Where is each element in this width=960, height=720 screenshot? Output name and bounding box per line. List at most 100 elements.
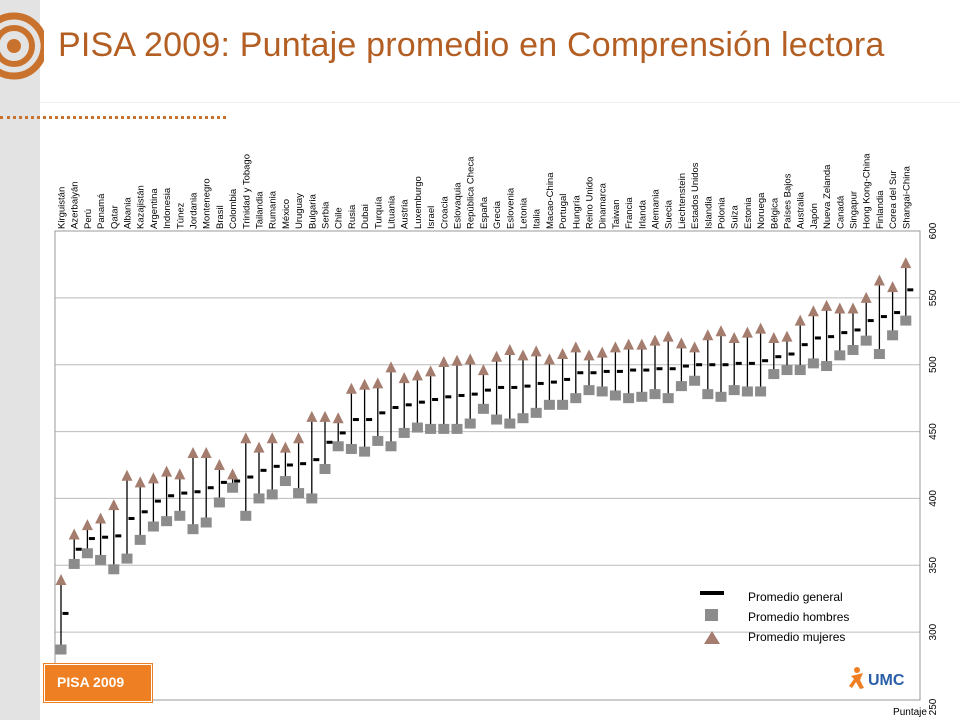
mean-marker [88, 537, 95, 541]
women-marker [293, 432, 305, 444]
plot-frame [54, 230, 921, 701]
country-label: Turquía [373, 196, 384, 229]
men-marker [543, 399, 555, 410]
country-label: Polonia [717, 197, 728, 229]
women-marker [768, 331, 780, 343]
country-label: Irlanda [637, 199, 648, 229]
women-marker [609, 341, 621, 353]
women-marker [570, 341, 582, 353]
legend-men-swatch [705, 609, 718, 621]
mean-marker [286, 463, 293, 467]
country-label: Francia [624, 197, 635, 229]
women-marker [834, 302, 846, 314]
mean-marker [352, 418, 359, 422]
women-marker [847, 302, 859, 314]
legend-mean-label: Promedio general [748, 590, 843, 604]
women-marker [279, 441, 291, 453]
mean-marker [841, 331, 848, 335]
women-marker [900, 257, 912, 269]
country-label: España [479, 196, 490, 229]
women-marker [372, 377, 384, 389]
country-label: Letonia [519, 197, 530, 229]
men-marker [596, 386, 608, 397]
mean-marker [260, 468, 267, 472]
women-marker [873, 274, 885, 286]
mean-marker [445, 395, 452, 399]
mean-marker [247, 475, 254, 479]
mean-marker [511, 385, 518, 389]
y-tick-label: 450 [928, 423, 939, 440]
mean-markers [62, 288, 914, 615]
men-marker [55, 644, 67, 655]
mean-marker [498, 385, 505, 389]
country-label: Liechtenstein [677, 173, 688, 229]
y-axis-label: Puntaje [893, 707, 927, 718]
country-label: Italia [532, 208, 543, 229]
umc-logo-text: UMC [868, 672, 905, 689]
women-marker [174, 468, 186, 480]
country-label: Rumania [268, 190, 279, 229]
women-marker [319, 410, 331, 422]
country-label: Perú [83, 209, 94, 229]
men-marker [557, 399, 569, 410]
men-marker [504, 418, 516, 429]
women-marker [266, 432, 278, 444]
men-marker [319, 464, 331, 475]
women-marker [636, 338, 648, 350]
country-label: Noruega [756, 192, 767, 229]
mean-marker [207, 486, 214, 490]
women-marker [253, 441, 265, 453]
mean-marker [656, 367, 663, 371]
mean-marker [735, 361, 742, 365]
men-marker [768, 369, 780, 380]
men-marker [187, 524, 199, 535]
men-marker [174, 510, 186, 521]
country-label: Montenegro [202, 178, 213, 229]
women-markers [55, 257, 912, 585]
men-marker [161, 516, 173, 527]
men-markers [55, 315, 912, 655]
country-label: Finlandia [875, 190, 886, 229]
mean-marker [603, 369, 610, 373]
men-marker [438, 423, 450, 434]
y-tick-label: 250 [928, 698, 939, 715]
men-marker [860, 335, 872, 346]
women-marker [504, 344, 516, 356]
men-marker [345, 443, 357, 454]
country-label: Uruguay [294, 193, 305, 229]
men-marker [715, 391, 727, 402]
country-label: Hong Kong-China [862, 153, 873, 229]
country-label: Reino Unido [585, 177, 596, 229]
legend-men-label: Promedio hombres [748, 610, 849, 624]
mean-marker [273, 464, 280, 468]
country-label: Trinidad y Tobago [241, 154, 252, 229]
women-marker [807, 305, 819, 317]
mean-marker [181, 491, 188, 495]
men-marker [147, 521, 159, 532]
mean-marker [867, 319, 874, 323]
men-marker [108, 564, 120, 575]
women-marker [425, 365, 437, 377]
women-marker [213, 459, 225, 470]
men-marker [834, 350, 846, 361]
country-label: Austria [400, 199, 411, 229]
men-marker [873, 349, 885, 360]
men-marker [306, 493, 318, 504]
men-marker [781, 365, 793, 376]
country-label: Panamá [96, 193, 107, 229]
mean-marker [115, 534, 122, 538]
country-label: Colombia [228, 188, 239, 229]
women-marker [794, 314, 806, 326]
men-marker [425, 423, 437, 434]
women-marker [675, 337, 687, 349]
women-marker [477, 364, 489, 376]
mean-marker [775, 355, 782, 359]
women-marker [161, 465, 173, 477]
country-label: Serbia [321, 201, 332, 229]
women-marker [95, 512, 107, 524]
women-marker [108, 499, 120, 511]
men-marker [636, 391, 648, 402]
mean-marker [405, 403, 412, 407]
pisa-badge-label: PISA 2009 [57, 674, 125, 690]
mean-marker [616, 369, 623, 373]
